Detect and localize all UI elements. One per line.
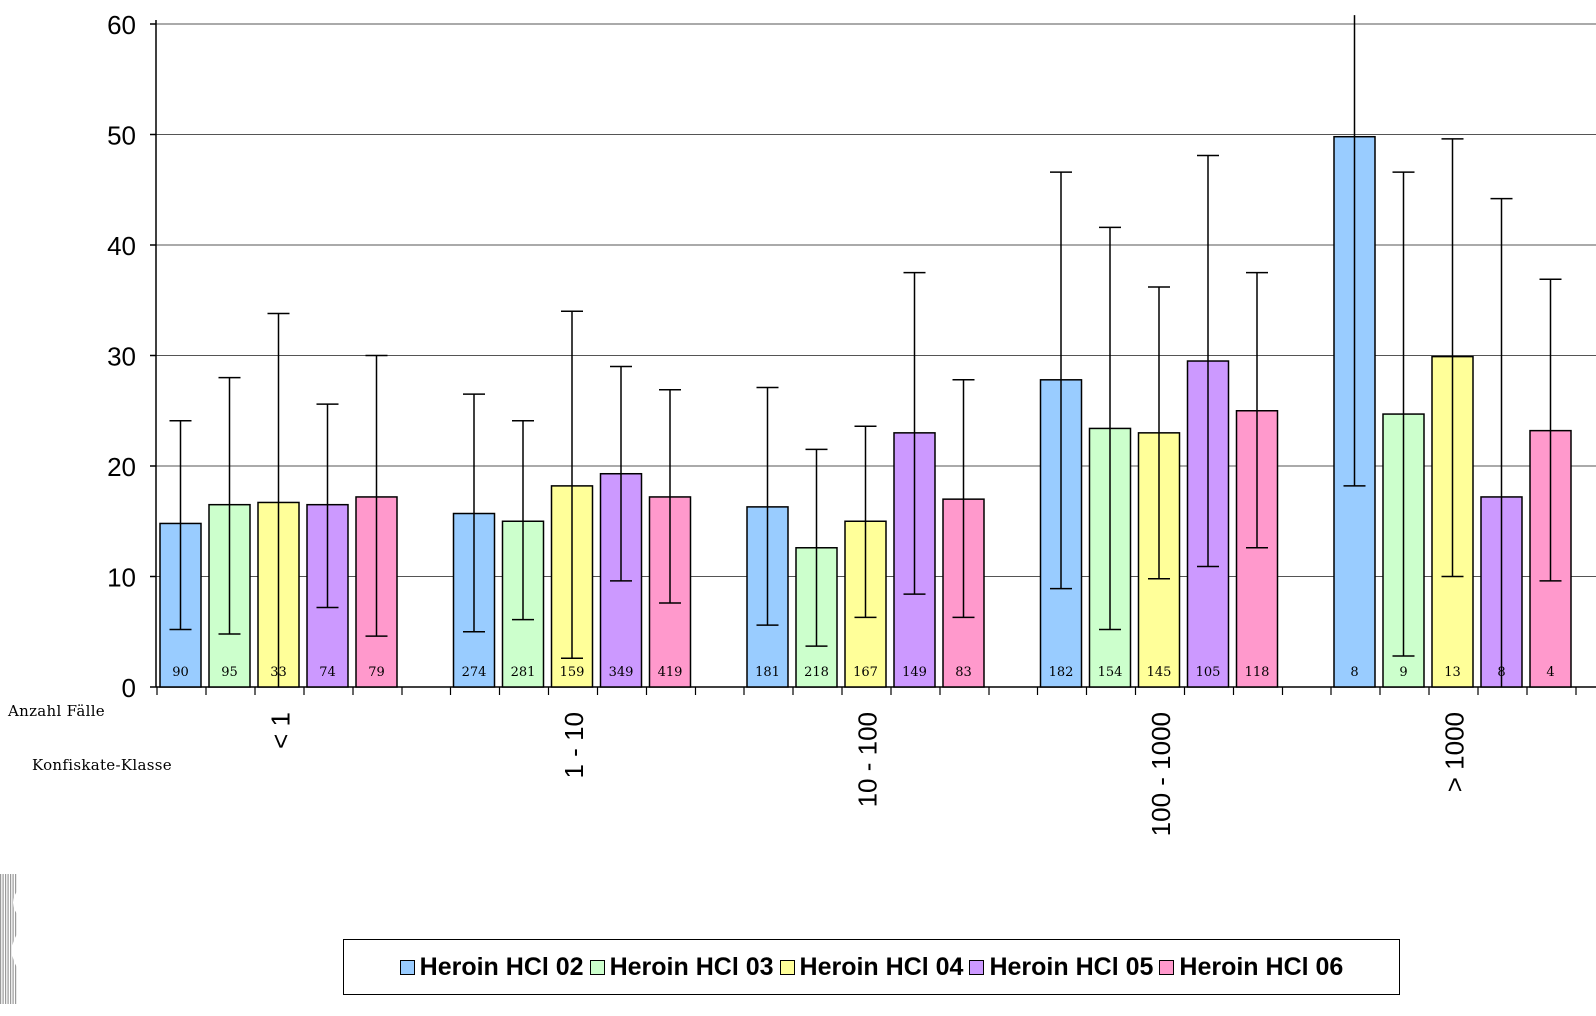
count-label-4-3: 149 [902,665,927,680]
count-label-1-1: 90 [172,665,189,680]
count-label-2-2: 281 [511,665,536,680]
legend-item-1: Heroin HCl 02 [399,952,584,982]
legend-item-4: Heroin HCl 05 [969,953,1153,982]
category-label-3: 10 - 100 [853,712,883,807]
legend-label-1: Heroin HCl 02 [419,952,584,981]
category-label-1: < 1 [266,712,296,749]
count-label-3-1: 33 [270,665,287,680]
y-tick-label-4: 40 [107,231,136,261]
count-label-4-5: 8 [1497,665,1505,680]
count-row-label: Anzahl Fälle [8,702,105,720]
count-label-5-5: 4 [1546,665,1554,680]
count-label-5-2: 419 [658,665,683,680]
legend-label-5: Heroin HCl 06 [1179,952,1344,981]
legend-swatch-1 [399,959,415,975]
legend-label-4: Heroin HCl 05 [989,952,1154,981]
count-label-2-3: 218 [804,665,829,680]
y-tick-label-5: 50 [107,121,136,151]
count-label-3-5: 13 [1444,665,1461,680]
count-label-3-3: 167 [853,665,878,680]
count-label-3-4: 145 [1147,665,1172,680]
count-label-4-4: 105 [1196,665,1221,680]
category-label-5: > 1000 [1440,712,1470,792]
category-label-4: 100 - 1000 [1146,712,1176,836]
y-tick-label-1: 10 [107,563,136,593]
count-label-4-2: 349 [609,665,634,680]
legend-swatch-2 [589,959,605,975]
y-tick-label-2: 20 [107,452,136,482]
x-axis-label: Konfiskate-Klasse [32,756,172,774]
count-label-1-2: 274 [462,665,487,680]
legend-label-3: Heroin HCl 04 [799,952,964,981]
legend-item-2: Heroin HCl 03 [589,952,774,982]
count-label-1-5: 8 [1350,665,1358,680]
legend-swatch-3 [779,959,795,975]
count-label-5-1: 79 [368,665,385,680]
y-tick-label-3: 30 [107,342,136,372]
legend-label-2: Heroin HCl 03 [609,952,774,981]
count-label-2-1: 95 [221,665,238,680]
y-tick-label-0: 0 [122,673,136,703]
count-label-1-4: 182 [1049,665,1074,680]
count-label-5-3: 83 [955,665,972,680]
count-label-2-4: 154 [1098,665,1123,680]
category-label-2: 1 - 10 [559,712,589,779]
y-tick-label-6: 60 [107,10,136,40]
count-label-1-3: 181 [755,665,780,680]
logo [0,874,20,1004]
legend-item-3: Heroin HCl 04 [779,952,964,982]
legend: Heroin HCl 02 Heroin HCl 03 Heroin HCl 0… [343,939,1400,995]
count-label-2-5: 9 [1399,665,1407,680]
legend-item-5: Heroin HCl 06 [1159,953,1343,982]
count-label-5-4: 118 [1245,665,1270,680]
count-label-3-2: 159 [560,665,585,680]
legend-swatch-4 [969,959,985,975]
count-label-4-1: 74 [319,665,336,680]
legend-swatch-5 [1159,959,1175,975]
